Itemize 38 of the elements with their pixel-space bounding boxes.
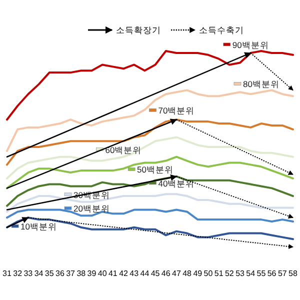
x-tick-label: 37 — [66, 269, 76, 278]
x-tick-label: 58 — [288, 269, 298, 278]
x-tick-label: 42 — [119, 269, 129, 278]
x-tick-label: 38 — [76, 269, 86, 278]
legend-label: 20백분위 — [74, 204, 110, 214]
x-tick-label: 55 — [256, 269, 266, 278]
x-tick-label: 31 — [2, 269, 12, 278]
legend-label: 소득확장기 — [116, 25, 161, 35]
legend-label: 40백분위 — [158, 178, 195, 188]
x-tick-label: 56 — [267, 269, 277, 278]
x-tick-label: 49 — [193, 269, 203, 278]
x-tick-label: 54 — [246, 269, 256, 278]
x-tick-label: 35 — [44, 269, 54, 278]
x-tick-label: 57 — [278, 269, 288, 278]
x-tick-label: 33 — [24, 269, 34, 278]
x-tick-label: 51 — [214, 269, 224, 278]
legend-label: 10백분위 — [20, 222, 58, 232]
x-tick-label: 34 — [34, 269, 44, 278]
x-tick-label: 40 — [98, 269, 108, 278]
legend-label: 90백분위 — [232, 40, 269, 50]
x-tick-label: 39 — [87, 269, 97, 278]
x-tick-label: 32 — [13, 269, 23, 278]
x-tick-label: 44 — [140, 269, 150, 278]
x-tick-label: 36 — [56, 269, 65, 278]
legend-label: 80백분위 — [242, 79, 280, 90]
x-tick-label: 45 — [150, 269, 160, 278]
legend-label: 70백분위 — [158, 106, 195, 116]
x-tick-label: 52 — [224, 269, 234, 278]
legend-label: 소득수축기 — [199, 25, 244, 35]
x-tick-label: 50 — [204, 269, 214, 278]
x-tick-label: 47 — [172, 269, 182, 278]
x-tick-label: 53 — [236, 269, 246, 278]
x-tick-label: 48 — [182, 269, 192, 278]
legend-label: 60백분위 — [105, 144, 142, 155]
x-tick-label: 43 — [130, 269, 140, 278]
legend-label: 50백분위 — [137, 164, 174, 175]
x-tick-label: 46 — [161, 269, 171, 278]
x-tick-label: 41 — [108, 269, 118, 278]
